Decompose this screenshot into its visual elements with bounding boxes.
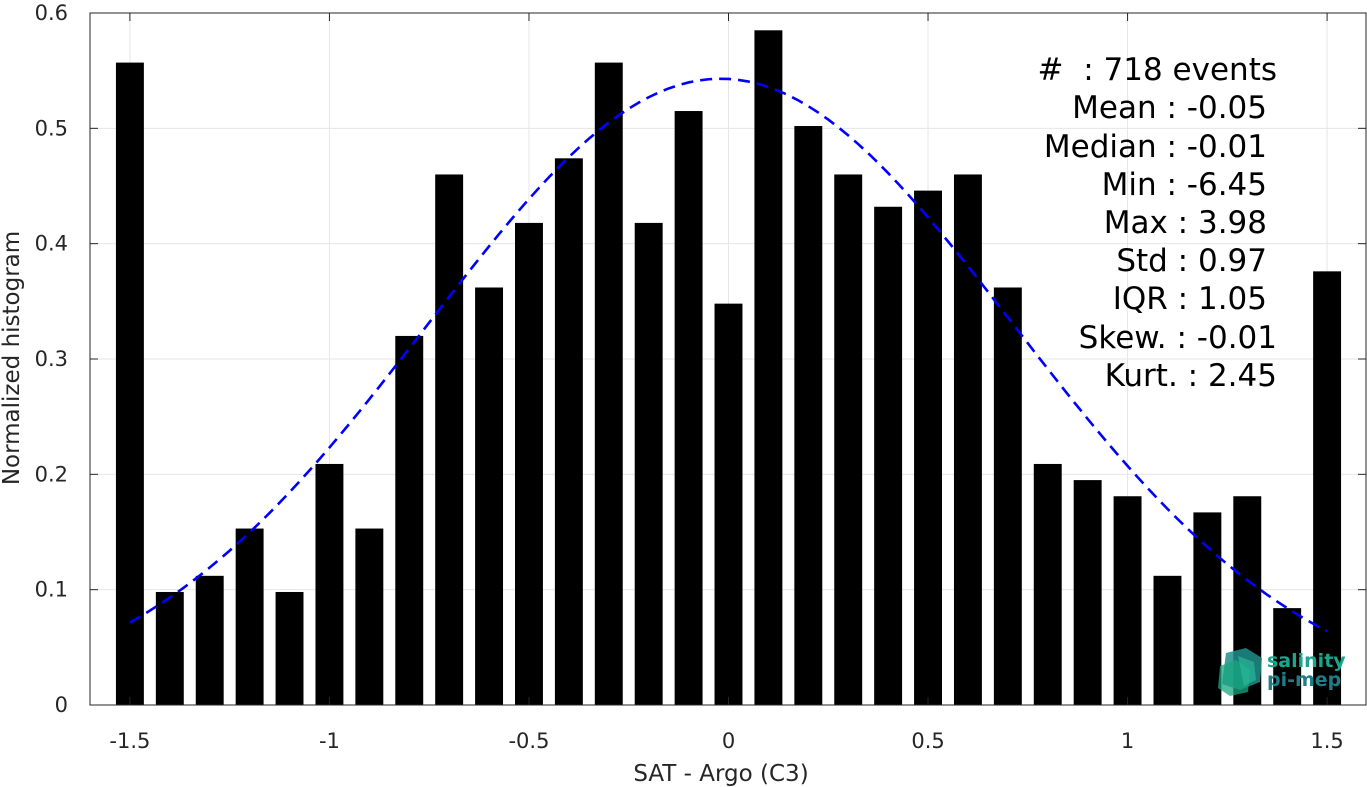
histogram-bar [1193, 512, 1222, 705]
x-tick-label: 0.5 [911, 729, 944, 753]
histogram-bar [515, 222, 543, 705]
histogram-bar [115, 62, 144, 706]
x-tick-label: -1 [319, 729, 340, 753]
histogram-bar [155, 591, 184, 705]
histogram-bar [395, 335, 424, 705]
gaussian-fit-curve [129, 77, 1328, 633]
histogram-bar [874, 206, 903, 705]
histogram-bar [754, 30, 783, 706]
histogram-bar [475, 287, 504, 705]
x-tick-label: -1.5 [109, 729, 150, 753]
histogram-bar [714, 303, 743, 705]
y-tick-label: 0.3 [35, 347, 68, 371]
salinity-pimep-logo: salinity pi-mep [1218, 648, 1346, 696]
logo-mark-icon [1218, 648, 1262, 696]
histogram-bar [554, 158, 583, 705]
histogram-bar [1033, 463, 1062, 705]
histogram-bar [315, 463, 344, 705]
histogram-bar [674, 111, 703, 706]
stat-events: # : 718 events [1038, 52, 1277, 88]
stats-annotation: # : 718 events Mean : -0.05 Median : -0.… [1038, 52, 1277, 394]
y-tick-label: 0.6 [35, 1, 68, 25]
histogram-bar [435, 174, 464, 705]
y-axis-title: Normalized histogram [0, 231, 25, 485]
histogram-bar [1313, 271, 1342, 705]
histogram-bar [235, 528, 264, 705]
x-tick-label: 1 [1121, 729, 1134, 753]
histogram-bar [993, 287, 1022, 705]
stat-iqr: IQR : 1.05 [1113, 281, 1267, 317]
histogram-bar [1113, 496, 1142, 705]
x-tick-label: -0.5 [508, 729, 549, 753]
x-tick-label: 1.5 [1310, 729, 1343, 753]
x-tick-label: 0 [722, 729, 735, 753]
stat-kurtosis: Kurt. : 2.45 [1105, 358, 1277, 394]
stat-median: Median : -0.01 [1044, 129, 1267, 165]
histogram-bar [834, 174, 863, 705]
histogram-bars [115, 30, 1342, 706]
stat-max: Max : 3.98 [1104, 205, 1267, 241]
stat-min: Min : -6.45 [1102, 167, 1267, 203]
histogram-bar [1073, 480, 1102, 705]
histogram-bar [355, 528, 384, 705]
x-axis-title: SAT - Argo (C3) [633, 761, 808, 787]
y-tick-label: 0.2 [35, 462, 68, 486]
histogram-bar [634, 222, 663, 705]
histogram-bar [275, 591, 304, 705]
stat-mean: Mean : -0.05 [1072, 90, 1267, 126]
axis-ticks: -1.5 -1 -0.5 0 0.5 1 1.5 0 0.1 0.2 0.3 0.4 0.5 0.6 [35, 1, 1366, 753]
histogram-bar [1273, 608, 1302, 705]
y-tick-label: 0.4 [35, 232, 68, 256]
y-tick-label: 0 [55, 693, 68, 717]
histogram-bar [794, 126, 823, 705]
histogram-bar [1153, 575, 1182, 705]
histogram-bar [594, 62, 623, 706]
histogram-bar [953, 174, 982, 705]
y-tick-label: 0.5 [35, 116, 68, 140]
stat-skewness: Skew. : -0.01 [1079, 320, 1277, 356]
histogram-bar [914, 190, 942, 705]
y-tick-label: 0.1 [35, 578, 68, 602]
logo-text-salinity: salinity [1267, 650, 1346, 672]
histogram-bar [195, 575, 224, 705]
logo-text-pimep: pi-mep [1267, 669, 1341, 691]
stat-std: Std : 0.97 [1116, 243, 1267, 279]
